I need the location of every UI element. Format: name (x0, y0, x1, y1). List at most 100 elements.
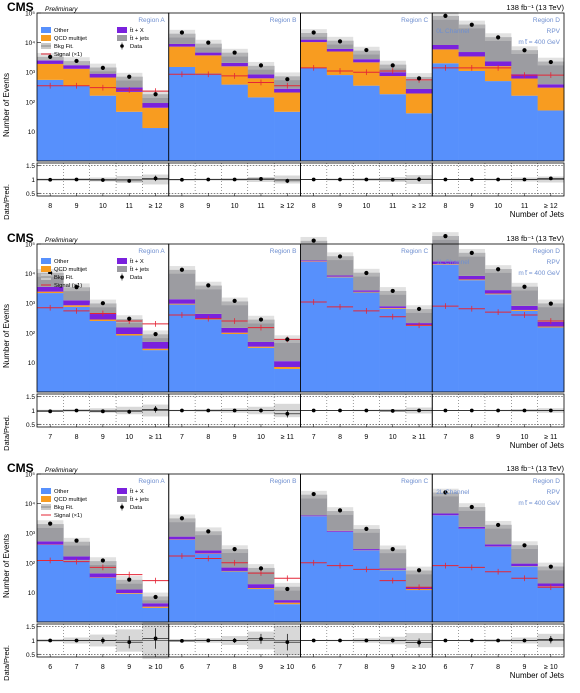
preliminary-label: Preliminary (45, 237, 78, 244)
region-label: Region D (533, 248, 560, 255)
bar-ttx (459, 276, 486, 280)
bar-qcd (116, 92, 143, 112)
bar-ttjets (169, 270, 196, 299)
lumi-label: 138 fb⁻¹ (13 TeV) (506, 3, 564, 12)
bar-qcd (406, 93, 433, 113)
ratio-point (48, 409, 52, 413)
bar-ttx (353, 290, 380, 292)
x-tick-label: 7 (470, 664, 474, 671)
lumi-label: 138 fb⁻¹ (13 TeV) (506, 234, 564, 243)
ratio-point (417, 641, 421, 645)
bar-qcd (116, 334, 143, 335)
legend-swatch-other (41, 488, 51, 494)
ratio-point (154, 637, 158, 641)
data-point (74, 539, 78, 543)
y-axis-label: Number of Events (2, 304, 11, 368)
ratio-tick-label: 0.5 (26, 422, 35, 429)
bar-other (301, 262, 328, 392)
y-tick-label: 10 (28, 360, 36, 367)
bar-other (63, 560, 90, 622)
ratio-point (259, 177, 263, 181)
bar-qcd (485, 294, 512, 295)
data-point (549, 565, 553, 569)
ratio-point (259, 637, 263, 641)
bar-ttjets (221, 301, 248, 327)
bar-ttx (142, 603, 169, 606)
region-label: Region B (270, 17, 297, 24)
legend-label-qcd: QCD multijet (54, 267, 87, 273)
region-label: Region B (270, 478, 297, 485)
bar-ttx (63, 65, 90, 69)
y-tick-label: 10³ (26, 301, 36, 308)
bar-other (142, 128, 169, 161)
legend-swatch-ttx (117, 258, 127, 264)
x-tick-label: ≥ 10 (412, 664, 426, 671)
data-point (443, 234, 447, 238)
x-tick-label: 9 (496, 434, 500, 441)
x-tick-label: 7 (48, 434, 52, 441)
ratio-point (285, 640, 289, 644)
bar-qcd (142, 607, 169, 608)
bar-other (353, 292, 380, 392)
data-point (391, 547, 395, 551)
x-tick-label: 9 (523, 664, 527, 671)
legend-swatch-ttjets (117, 266, 127, 272)
x-tick-label: 8 (470, 434, 474, 441)
bar-other (195, 320, 222, 392)
bar-ttx (248, 74, 275, 78)
bar-ttx (432, 45, 459, 49)
bar-qcd (37, 64, 64, 80)
data-point (312, 239, 316, 243)
bar-other (538, 587, 565, 622)
bar-other (353, 86, 380, 161)
bar-ttx (37, 541, 64, 544)
data-point (522, 48, 526, 52)
bar-other (432, 515, 459, 622)
bar-ttx (380, 306, 407, 308)
data-point (127, 75, 131, 79)
bar-qcd (511, 310, 538, 311)
x-axis-label: Number of Jets (510, 441, 564, 450)
legend-label-data: Data (130, 44, 143, 50)
ratio-tick-label: 1 (31, 408, 35, 415)
bar-ttx (353, 549, 380, 550)
x-tick-label: ≥ 10 (149, 664, 163, 671)
bar-ttx (90, 74, 117, 78)
bar-other (432, 63, 459, 161)
data-point (259, 566, 263, 570)
bar-other (274, 369, 301, 392)
ratio-axis-label: Data/Pred. (2, 415, 11, 451)
bar-ttx (274, 600, 301, 603)
x-tick-label: 7 (443, 434, 447, 441)
data-point (180, 268, 184, 272)
bar-other (485, 294, 512, 392)
x-tick-label: 9 (259, 664, 263, 671)
ratio-point (101, 178, 105, 182)
bar-other (116, 336, 143, 392)
region-label: Region C (401, 478, 428, 485)
legend-label-other: Other (54, 28, 69, 34)
bar-qcd (248, 588, 275, 589)
data-point (101, 301, 105, 305)
bar-ttx (221, 63, 248, 66)
legend-swatch-ttx (117, 488, 127, 494)
legend-label-bkgfit: Bkg Fit. (54, 505, 74, 511)
x-tick-label: 8 (180, 203, 184, 210)
bar-other (142, 608, 169, 622)
bar-ttx (327, 531, 354, 532)
x-tick-label: 7 (206, 664, 210, 671)
bar-other (116, 112, 143, 161)
legend-label-ttx: t̄t + X (130, 258, 144, 265)
data-point (233, 547, 237, 551)
legend-swatch-ttx (117, 27, 127, 33)
data-point (391, 289, 395, 293)
x-tick-label: 10 (125, 434, 133, 441)
bar-other (169, 540, 196, 622)
bar-ttx (432, 513, 459, 515)
x-tick-label: 9 (206, 203, 210, 210)
bar-ttx (195, 53, 222, 56)
bar-ttx (248, 342, 275, 347)
x-tick-label: 10 (494, 203, 502, 210)
bar-other (511, 311, 538, 392)
